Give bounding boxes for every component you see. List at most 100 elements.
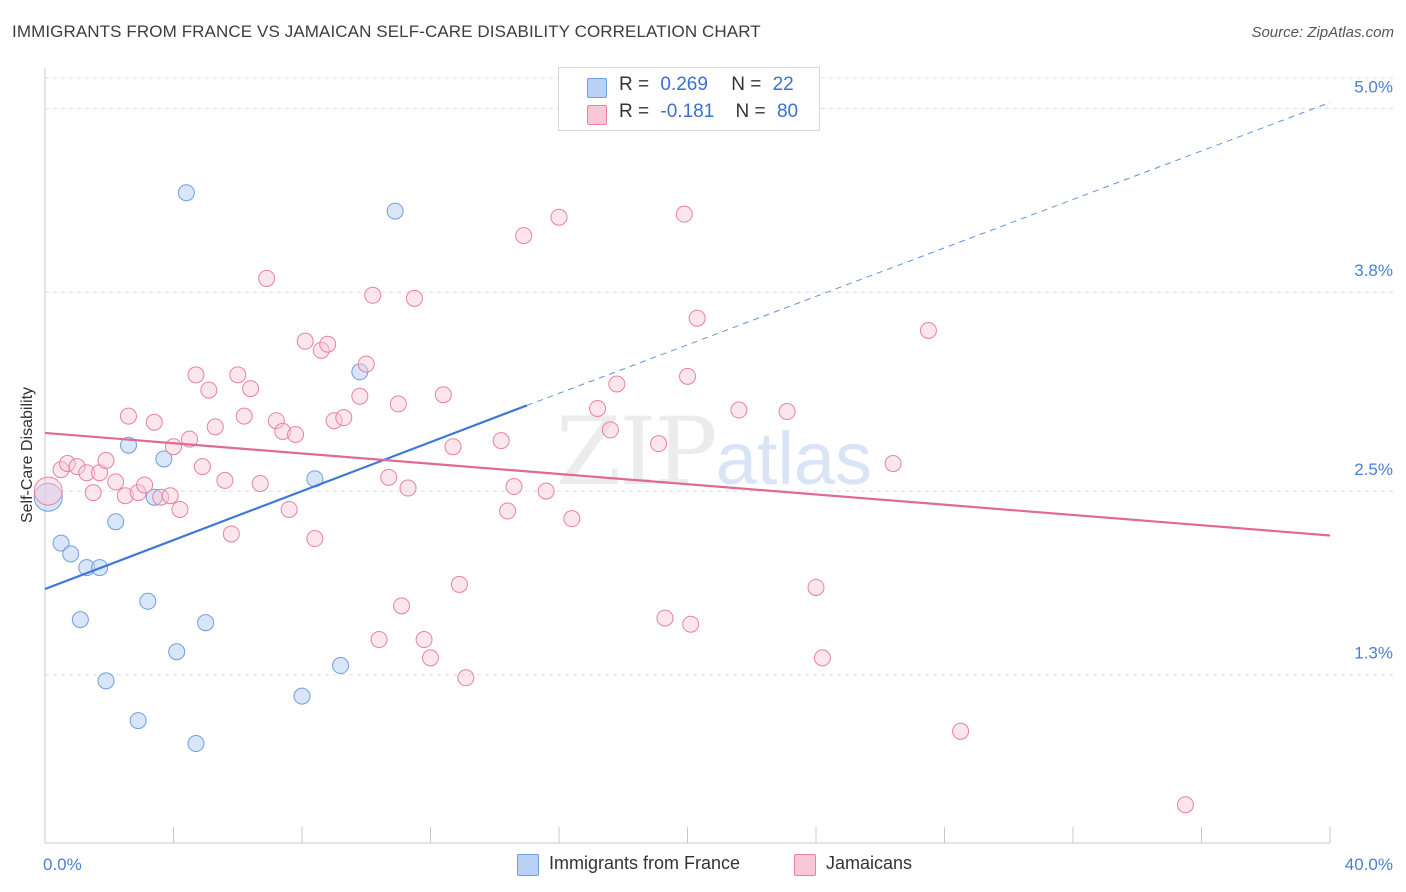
jamaica-point-59 <box>537 482 555 500</box>
jamaica-point-43 <box>370 631 388 649</box>
n-value-jamaica: 80 <box>776 101 799 122</box>
jamaica-point-8 <box>107 473 125 491</box>
jamaica-point-0 <box>33 476 63 506</box>
jamaica-point-24 <box>222 525 240 543</box>
x-tick-label: 0.0% <box>43 855 82 874</box>
jamaica-point-3 <box>68 458 86 476</box>
france-point-17 <box>293 687 311 705</box>
france-point-6 <box>97 672 115 690</box>
jamaica-point-48 <box>405 289 423 307</box>
jamaica-point-31 <box>274 422 292 440</box>
france-point-3 <box>71 611 89 629</box>
jamaica-point-32 <box>280 500 298 518</box>
jamaica-point-23 <box>216 471 234 489</box>
jamaica-point-77 <box>952 722 970 740</box>
jamaica-point-5 <box>84 484 102 502</box>
jamaica-point-16 <box>165 438 182 456</box>
jamaica-point-44 <box>380 468 398 486</box>
france-point-8 <box>120 436 138 454</box>
jamaica-trend-line <box>44 431 1331 537</box>
jamaica-point-19 <box>187 366 205 384</box>
r-value-jamaica: -0.181 <box>660 101 715 122</box>
jamaica-point-1 <box>52 461 70 479</box>
jamaica-point-7 <box>97 452 115 469</box>
jamaica-point-57 <box>505 478 523 496</box>
r-label: R = <box>619 74 650 95</box>
jamaica-point-62 <box>589 399 607 417</box>
n-label: N = <box>735 101 766 122</box>
stats-box: R = 0.269 N = 22 R = -0.181 N = 80 <box>558 67 820 131</box>
jamaica-point-68 <box>679 367 696 385</box>
france-point-15 <box>187 735 205 753</box>
france-point-9 <box>129 712 147 730</box>
r-label: R = <box>619 101 650 122</box>
jamaica-point-9 <box>116 487 134 505</box>
legend-label-jamaica: Jamaicans <box>826 853 913 873</box>
jamaica-point-49 <box>415 631 433 649</box>
jamaica-point-42 <box>364 286 382 304</box>
stats-text-jamaica: R = -0.181 N = 80 <box>619 101 798 123</box>
stats-swatch-jamaica <box>587 105 607 125</box>
france-point-7 <box>107 513 125 531</box>
jamaica-point-38 <box>325 412 343 430</box>
jamaica-point-25 <box>229 366 247 384</box>
france-point-21 <box>386 202 404 220</box>
jamaica-point-72 <box>778 403 796 421</box>
jamaica-point-47 <box>399 479 417 497</box>
jamaica-point-10 <box>120 407 138 425</box>
jamaica-point-53 <box>450 575 468 593</box>
jamaica-point-17 <box>171 500 189 518</box>
jamaica-point-58 <box>515 227 533 245</box>
jamaica-point-75 <box>884 455 902 473</box>
jamaica-point-46 <box>393 597 411 615</box>
jamaica-point-21 <box>200 381 218 399</box>
france-point-0 <box>33 482 63 512</box>
jamaica-point-28 <box>251 474 269 492</box>
stats-text-france: R = 0.269 N = 22 <box>619 74 794 96</box>
legend-swatch-france <box>517 854 539 876</box>
jamaica-point-50 <box>422 649 439 667</box>
jamaica-point-33 <box>287 425 305 443</box>
jamaica-point-51 <box>434 386 452 404</box>
france-trend-line <box>44 404 528 591</box>
watermark: ZIPatlas <box>556 398 872 507</box>
stats-row-jamaica: R = -0.181 N = 80 <box>559 101 817 127</box>
y-tick-label: 2.5% <box>1354 460 1393 479</box>
jamaica-point-45 <box>389 395 407 413</box>
jamaica-point-26 <box>235 407 253 425</box>
france-point-2 <box>62 545 80 563</box>
jamaica-point-35 <box>306 530 324 548</box>
jamaica-point-12 <box>136 476 154 494</box>
jamaica-point-52 <box>444 438 462 456</box>
n-value-france: 22 <box>772 74 794 95</box>
jamaica-point-54 <box>457 669 475 687</box>
watermark-atlas: atlas <box>715 417 873 500</box>
jamaica-point-41 <box>357 355 375 373</box>
france-point-12 <box>155 450 173 468</box>
jamaica-point-70 <box>688 309 706 327</box>
jamaica-point-73 <box>807 578 825 596</box>
jamaica-point-69 <box>682 615 700 633</box>
jamaica-point-39 <box>335 409 353 427</box>
jamaica-point-71 <box>730 401 748 419</box>
jamaica-point-29 <box>258 269 276 287</box>
y-tick-label: 5.0% <box>1354 78 1393 97</box>
jamaica-point-22 <box>206 418 224 436</box>
source-label: Source: ZipAtlas.com <box>1251 24 1394 41</box>
jamaica-point-27 <box>242 380 260 398</box>
jamaica-point-56 <box>499 502 517 520</box>
watermark-zip: ZIP <box>556 398 718 507</box>
jamaica-point-34 <box>296 332 314 350</box>
jamaica-point-2 <box>58 455 76 473</box>
jamaica-point-15 <box>161 487 179 505</box>
jamaica-point-36 <box>312 341 330 359</box>
france-trend-extension <box>526 102 1331 406</box>
jamaica-point-60 <box>550 208 568 226</box>
y-tick-label: 3.8% <box>1354 261 1393 280</box>
chart-title: IMMIGRANTS FROM FRANCE VS JAMAICAN SELF-… <box>12 22 761 41</box>
france-point-10 <box>139 592 157 610</box>
jamaica-point-66 <box>656 609 674 627</box>
jamaica-point-64 <box>608 375 626 393</box>
x-tick-label: 40.0% <box>1345 855 1393 874</box>
